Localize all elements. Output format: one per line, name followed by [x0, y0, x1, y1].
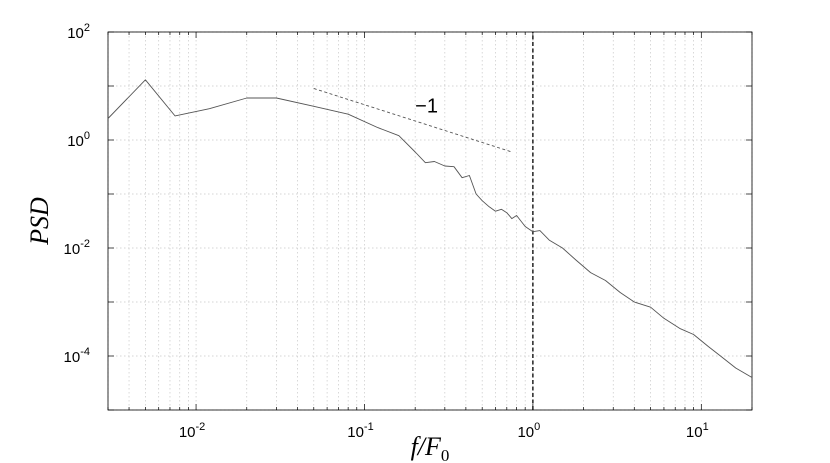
grid [107, 31, 753, 411]
reference-lines [313, 32, 534, 410]
x-tick-label: 101 [686, 421, 709, 441]
y-tick-label: 102 [67, 22, 90, 42]
annotations: −1 [415, 96, 438, 118]
x-axis-label: f/F0 [411, 432, 450, 463]
x-tick-label: 10-2 [179, 421, 205, 441]
y-tick-label: 10-4 [64, 346, 90, 366]
axis-ticks [107, 31, 753, 411]
slope-annotation: −1 [415, 96, 438, 118]
x-tick-label: 100 [517, 421, 540, 441]
y-tick-label: 100 [67, 130, 90, 150]
x-tick-label: 10-1 [347, 421, 373, 441]
plot-frame [107, 31, 753, 411]
psd-series-line [107, 79, 753, 378]
series [107, 79, 753, 378]
slope-reference-line [313, 88, 512, 153]
y-tick-label: 10-2 [64, 238, 90, 258]
y-tick-labels: 10-4 10-2 100 102 [64, 22, 90, 366]
x-tick-labels: 10-2 10-1 100 101 [179, 421, 709, 441]
y-axis-label: PSD [25, 197, 54, 246]
